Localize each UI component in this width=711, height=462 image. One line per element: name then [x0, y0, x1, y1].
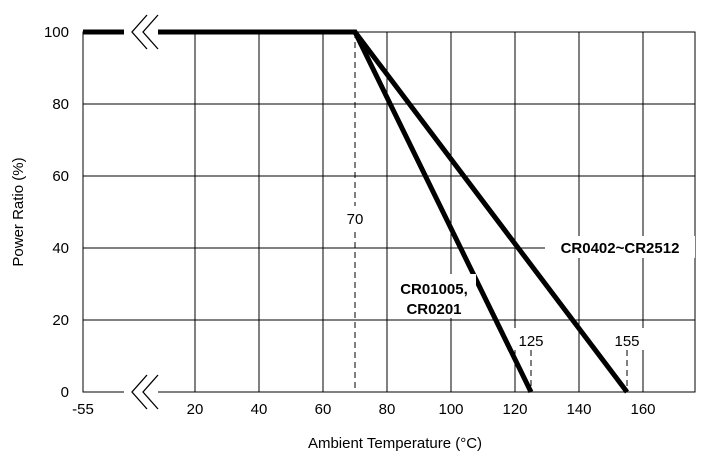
y-tick-label-3: 60 — [52, 168, 69, 185]
axis-break-mark-a-1 — [131, 374, 148, 410]
series-labels: CR0402~CR2512 CR01005, CR0201 — [392, 236, 695, 318]
grid — [82, 31, 696, 393]
series-label-0-line-0: CR01005, — [400, 281, 468, 298]
guide-label-bg-155 — [609, 328, 645, 350]
x-tick-label-4: 80 — [379, 401, 396, 418]
series-label-bg-0 — [392, 274, 476, 318]
guide-label-bg-125 — [513, 328, 549, 350]
guide-label-bg-70 — [339, 206, 371, 230]
axis-break-gap-1 — [124, 386, 158, 398]
series-label-1: CR0402~CR2512 — [561, 240, 680, 257]
annotations: 70 125 155 — [347, 211, 640, 350]
x-tick-label-5: 100 — [438, 401, 463, 418]
y-tick-label-0: 0 — [61, 384, 69, 401]
x-tick-label-2: 40 — [251, 401, 268, 418]
x-tick-label-3: 60 — [315, 401, 332, 418]
series-label-bg-1 — [545, 236, 695, 258]
y-tick-label-5: 100 — [44, 24, 69, 41]
tick-labels: -55 20 40 60 80 100 120 140 160 0 20 40 60 80 100 — [44, 24, 656, 418]
y-tick-label-4: 80 — [52, 96, 69, 113]
series-line-0 — [83, 29, 534, 394]
series-line-1 — [83, 29, 629, 394]
reference-guides — [339, 32, 645, 392]
axis-break-mark-b-0 — [142, 14, 159, 50]
x-tick-label-8: 160 — [630, 401, 655, 418]
y-axis-title: Power Ratio (%) — [10, 157, 27, 266]
annotation-70: 70 — [347, 211, 364, 228]
series-label-0-line-1: CR0201 — [406, 301, 461, 318]
x-tick-label-6: 120 — [502, 401, 527, 418]
x-tick-label-0: -55 — [72, 401, 94, 418]
y-tick-label-2: 40 — [52, 240, 69, 257]
series-lines — [83, 29, 629, 394]
axis-break-mark-b-1 — [142, 374, 159, 410]
x-axis-title: Ambient Temperature (°C) — [308, 435, 482, 452]
plot-frame — [82, 31, 696, 393]
x-tick-label-1: 20 — [187, 401, 204, 418]
axis-breaks — [124, 14, 159, 410]
axis-break-gap-0 — [124, 26, 158, 38]
annotation-155: 155 — [614, 333, 639, 350]
axis-break-mark-a-0 — [131, 14, 148, 50]
x-tick-label-7: 140 — [566, 401, 591, 418]
y-tick-label-1: 20 — [52, 312, 69, 329]
annotation-125: 125 — [518, 333, 543, 350]
